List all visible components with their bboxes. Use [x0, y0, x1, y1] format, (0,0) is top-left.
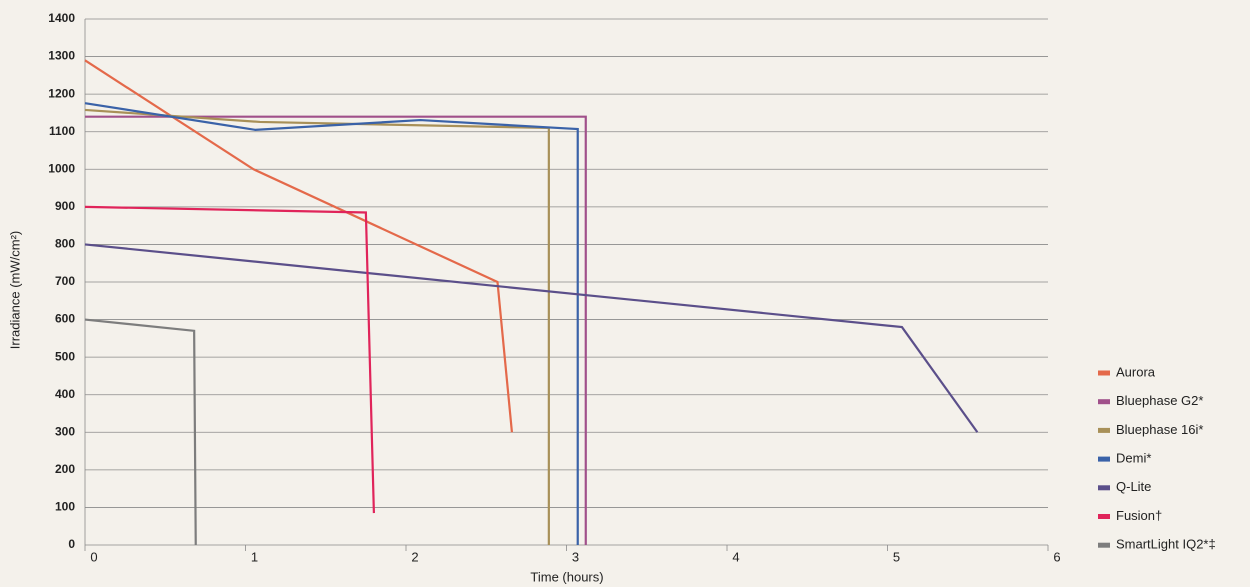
legend-swatch: [1098, 399, 1110, 405]
y-tick-label: 300: [55, 424, 75, 438]
legend-swatch: [1098, 370, 1110, 376]
legend-swatch: [1098, 485, 1110, 491]
x-tick-label: 1: [251, 549, 258, 564]
legend-swatch: [1098, 542, 1110, 548]
legend-label: SmartLight IQ2*‡: [1116, 537, 1216, 552]
y-axis-label: Irradiance (mW/cm²): [7, 231, 22, 349]
y-tick-label: 500: [55, 349, 75, 363]
x-tick-label: 0: [90, 549, 97, 564]
y-tick-label: 1400: [48, 11, 75, 25]
legend-swatch: [1098, 456, 1110, 462]
line: [85, 115, 587, 545]
x-tick-label: 4: [732, 549, 739, 564]
y-tick-label: 0: [68, 537, 75, 551]
legend-swatch: [1098, 427, 1110, 433]
y-tick-label: 600: [55, 312, 75, 326]
y-tick-label: 400: [55, 387, 75, 401]
legend-swatch: [1098, 514, 1110, 519]
x-axis-label: Time (hours): [530, 569, 603, 584]
y-tick-label: 700: [55, 274, 75, 288]
y-tick-label: 1300: [48, 49, 75, 63]
y-tick-label: 100: [55, 500, 75, 514]
y-tick-label: 1100: [49, 124, 75, 138]
legend-label: Bluephase 16i*: [1116, 422, 1203, 437]
x-tick-label: 2: [411, 549, 418, 564]
legend-label: Fusion†: [1116, 508, 1162, 523]
legend-label: Aurora: [1116, 364, 1156, 379]
legend-label: Bluephase G2*: [1116, 393, 1203, 408]
y-tick-label: 800: [55, 237, 75, 251]
legend-label: Demi*: [1116, 451, 1151, 466]
line: [84, 205, 375, 514]
y-tick-label: 900: [55, 199, 75, 213]
line: [84, 102, 579, 545]
line: [84, 243, 979, 433]
line: [84, 318, 197, 546]
y-tick-label: 1200: [48, 86, 75, 100]
x-tick-label: 6: [1053, 549, 1060, 564]
x-tick-label: 5: [893, 549, 900, 564]
y-tick-label: 200: [55, 462, 75, 476]
y-tick-label: 1000: [48, 161, 75, 175]
legend-label: Q-Lite: [1116, 479, 1151, 494]
x-tick-label: 3: [572, 549, 579, 564]
